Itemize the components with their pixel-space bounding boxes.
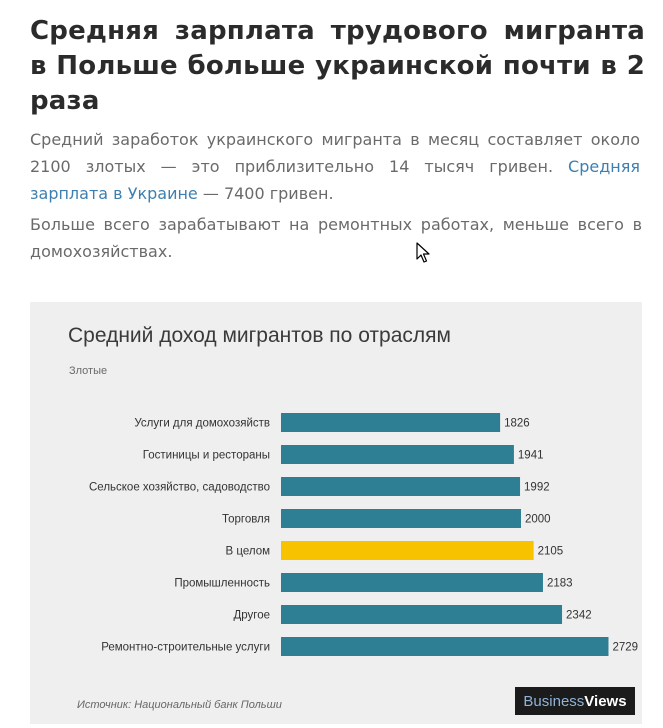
category-label: Другое — [233, 610, 270, 622]
article-headline: Средняя зарплата трудового мигранта в По… — [30, 16, 645, 116]
lead-tail: — 7400 гривен. — [197, 184, 334, 203]
chart-bar — [281, 509, 521, 528]
chart-bar — [281, 605, 563, 624]
chart-source: Источник: Национальный банк Польши — [77, 699, 282, 711]
category-label: Ремонтно-строительные услуги — [101, 642, 270, 654]
value-label: 1826 — [504, 418, 530, 430]
value-label: 1992 — [524, 482, 550, 494]
value-label: 1941 — [518, 450, 544, 462]
chart-unit-label: Злотые — [69, 365, 108, 377]
salary-ukraine-link[interactable]: Средняя зарплата в Украине — [30, 157, 640, 203]
category-label: Торговля — [222, 514, 270, 526]
category-label: Услуги для домохозяйств — [134, 418, 270, 430]
value-label: 2342 — [566, 610, 592, 622]
value-label: 2183 — [547, 578, 573, 590]
bar-chart: Средний доход мигрантов по отраслям Злот… — [30, 302, 642, 724]
chart-bar — [281, 541, 534, 560]
category-label: В целом — [226, 546, 271, 558]
chart-bar — [281, 477, 521, 496]
value-label: 2105 — [538, 546, 564, 558]
value-label: 2729 — [612, 642, 638, 654]
chart-bar — [281, 445, 514, 464]
chart-bar — [281, 637, 609, 656]
category-label: Сельское хозяйство, садоводство — [89, 482, 270, 494]
category-label: Гостиницы и рестораны — [143, 450, 270, 462]
businessviews-logo: Business Views — [515, 687, 635, 715]
chart-title: Средний доход мигрантов по отраслям — [68, 324, 451, 347]
article-lead: Средний заработок украинского мигранта в… — [30, 126, 640, 207]
chart-bar — [281, 413, 501, 432]
article-paragraph: Больше всего зарабатывают на ремонтных р… — [30, 215, 642, 261]
chart-bar — [281, 573, 543, 592]
lead-text: Средний заработок украинского мигранта в… — [30, 130, 640, 176]
chart-plot: Услуги для домохозяйств 1826 Гостиницы и р… — [89, 413, 638, 656]
mouse-pointer-icon — [416, 242, 430, 263]
value-label: 2000 — [525, 514, 551, 526]
category-label: Промышленность — [174, 578, 270, 590]
